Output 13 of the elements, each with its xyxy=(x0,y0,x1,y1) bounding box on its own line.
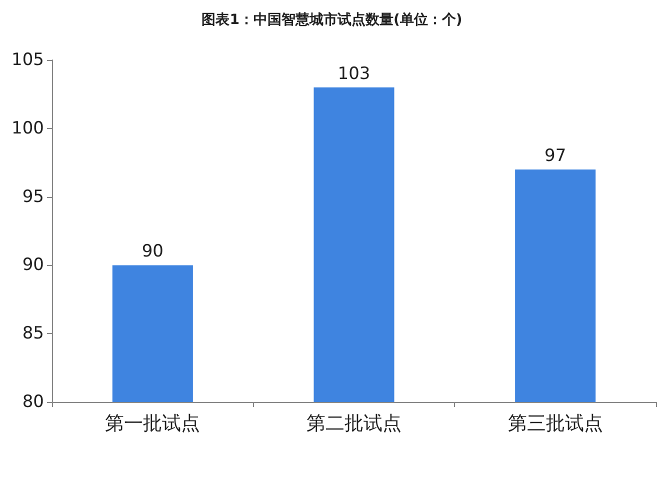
data-label: 103 xyxy=(338,64,370,84)
x-tick-label: 第二批试点 xyxy=(306,412,402,434)
y-tick-label: 95 xyxy=(22,186,44,207)
x-tick-label: 第三批试点 xyxy=(508,412,603,434)
y-tick-label: 90 xyxy=(22,255,44,276)
data-label: 90 xyxy=(142,242,164,262)
y-tick-label: 105 xyxy=(12,50,44,70)
data-label: 97 xyxy=(544,146,566,166)
y-tick-label: 85 xyxy=(22,324,44,344)
y-tick-label: 80 xyxy=(22,392,44,412)
y-tick-label: 100 xyxy=(12,118,44,138)
chart-title: 图表1：中国智慧城市试点数量(单位：个) xyxy=(202,11,462,28)
x-tick-label: 第一批试点 xyxy=(105,412,200,434)
